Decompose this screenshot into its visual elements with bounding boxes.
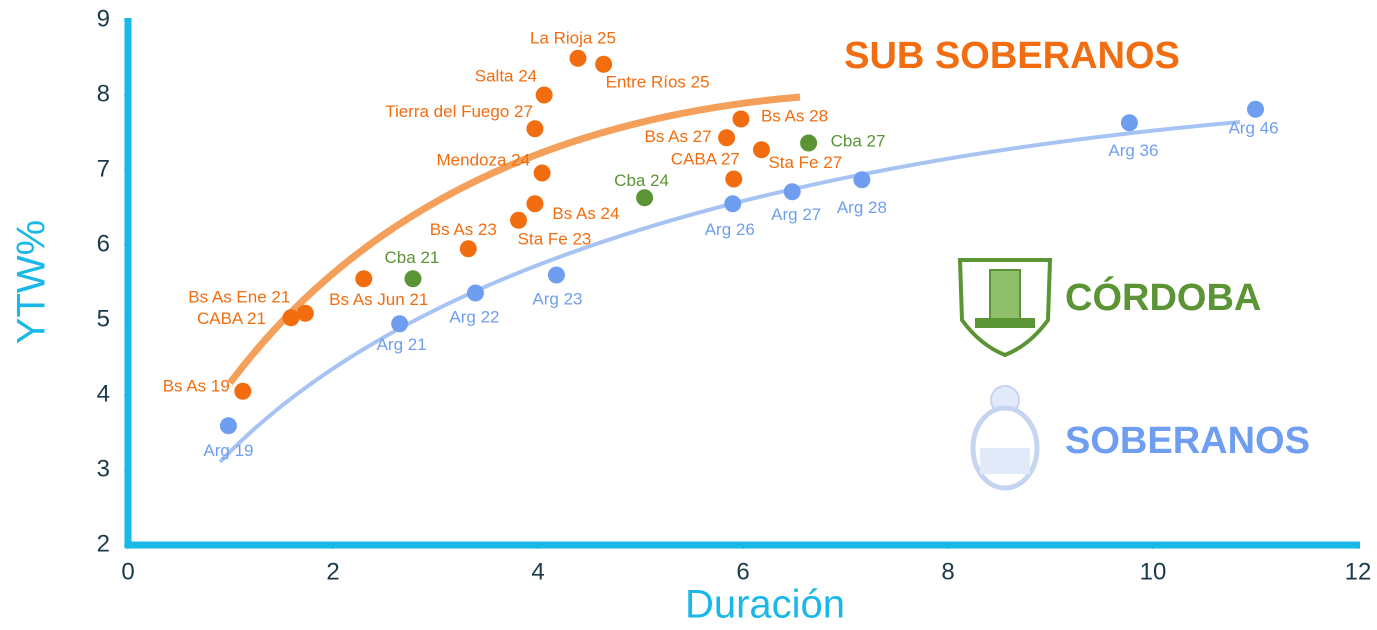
trend-line: [218, 120, 1241, 464]
trend-line: [227, 93, 801, 386]
x-tick-label: 4: [531, 558, 544, 585]
argentina-emblem: [970, 385, 1040, 491]
y-tick-label: 3: [97, 455, 110, 482]
point-label: CABA 21: [197, 309, 266, 328]
x-tick-label: 10: [1140, 558, 1167, 585]
y-tick-label: 7: [97, 155, 110, 182]
point: [752, 141, 770, 159]
point: [296, 304, 314, 322]
y-tick-label: 2: [97, 530, 110, 557]
point: [234, 382, 252, 400]
point-label: Entre Ríos 25: [606, 73, 710, 92]
point-label: Mendoza 24: [437, 150, 531, 169]
point-label: CABA 27: [671, 149, 740, 168]
point-label: Bs As 24: [552, 204, 619, 223]
point: [466, 284, 484, 302]
point-label: Arg 26: [705, 220, 755, 239]
y-tick-label: 9: [97, 5, 110, 32]
point: [355, 270, 373, 288]
y-tick-label: 5: [97, 305, 110, 332]
point: [853, 171, 871, 189]
x-tick-label: 12: [1345, 558, 1372, 585]
point-label: Arg 28: [837, 198, 887, 217]
point-label: Arg 22: [449, 307, 499, 326]
y-tick-label: 8: [97, 80, 110, 107]
point: [595, 55, 613, 73]
point-label: Sta Fe 27: [768, 153, 842, 172]
legend-label: SUB SOBERANOS: [844, 35, 1180, 77]
point: [535, 86, 553, 104]
y-axis-label: YTW%: [10, 220, 54, 344]
point: [569, 49, 587, 67]
point: [718, 129, 736, 147]
point-label: Bs As Ene 21: [188, 288, 290, 307]
point-label: Cba 27: [831, 131, 886, 150]
point: [391, 315, 409, 333]
point-label: Bs As 28: [761, 106, 828, 125]
point: [526, 120, 544, 138]
x-tick-label: 6: [736, 558, 749, 585]
point: [1120, 114, 1138, 132]
x-axis-label: Duración: [685, 583, 845, 627]
point-label: Arg 23: [532, 289, 582, 308]
point-label: Cba 24: [614, 171, 669, 190]
point: [219, 417, 237, 435]
point: [404, 270, 422, 288]
point-label: Arg 21: [377, 335, 427, 354]
point-label: Sta Fe 23: [518, 230, 592, 249]
legend-label: CÓRDOBA: [1065, 275, 1261, 319]
point: [459, 240, 477, 258]
point: [800, 134, 818, 152]
y-tick-label: 6: [97, 230, 110, 257]
x-tick-label: 2: [326, 558, 339, 585]
point: [724, 195, 742, 213]
point-label: Tierra del Fuego 27: [385, 102, 533, 121]
point-label: La Rioja 25: [530, 29, 616, 48]
point: [282, 309, 300, 327]
point: [547, 266, 565, 284]
point-label: Arg 46: [1228, 119, 1278, 138]
legend-label: SOBERANOS: [1065, 420, 1310, 462]
point-label: Arg 36: [1108, 141, 1158, 160]
cordoba-emblem: [957, 258, 1053, 358]
point: [510, 211, 528, 229]
point-label: Bs As 23: [430, 220, 497, 239]
point-label: Bs As 27: [644, 127, 711, 146]
point: [732, 110, 750, 128]
point-label: Bs As Jun 21: [329, 290, 428, 309]
point: [533, 164, 551, 182]
point: [526, 195, 544, 213]
x-tick-label: 8: [941, 558, 954, 585]
point: [1247, 100, 1264, 118]
y-tick-label: 4: [97, 380, 110, 407]
point: [725, 170, 743, 188]
point-label: Cba 21: [385, 248, 440, 267]
point-label: Salta 24: [475, 66, 537, 85]
x-tick-label: 0: [121, 558, 134, 585]
point: [636, 189, 654, 207]
point-label: Arg 19: [203, 441, 253, 460]
point-label: Bs As 19: [163, 377, 230, 396]
point: [783, 183, 801, 201]
point-label: Arg 27: [771, 205, 821, 224]
